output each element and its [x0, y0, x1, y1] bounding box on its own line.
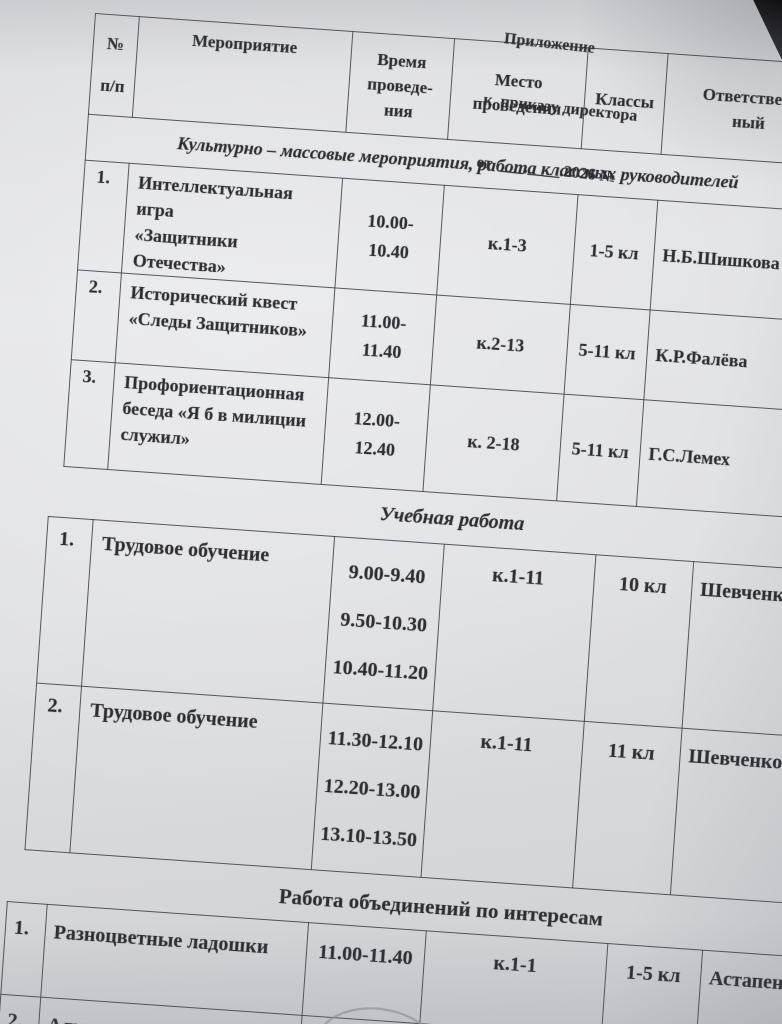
place-cell: к.2-13: [430, 295, 571, 395]
event-name: Исторический квест «Следы Защитников»: [115, 272, 335, 378]
responsible-cell: Г.С.Лемех: [636, 399, 782, 519]
event-name: Трудовое обучение: [69, 686, 323, 870]
schedule-table-study: 1. Трудовое обучение 9.00-9.40 9.50-10.3…: [24, 516, 782, 907]
time-cell: 11.00- 11.40: [328, 287, 437, 385]
classes-cell: 11 кл: [572, 721, 683, 895]
row-num: 3.: [63, 359, 116, 470]
responsible-cell: Шевченко: [670, 728, 782, 906]
place-cell: к.1-11: [421, 710, 585, 888]
event-name: Интеллектуальная игра «Защитники Отечест…: [121, 163, 343, 288]
row-num: 1.: [77, 160, 130, 273]
time-cell: 11.30-12.10 12.20-13.00 13.10-13.50: [311, 703, 433, 878]
classes-cell: 10 кл: [584, 554, 694, 729]
row-num: 2.: [71, 269, 122, 363]
annotation-line-2: к приказу директора: [482, 91, 639, 125]
responsible-cell: Астапен: [696, 950, 782, 1024]
col-header-num: № п/п: [88, 13, 140, 118]
paper-sheet: Приложение к приказу директора от ___.__…: [0, 13, 782, 1024]
col-header-time: Время проведе- ния: [345, 31, 455, 140]
annotation-line-3: от ___.____.2026 №: [475, 153, 617, 186]
responsible-cell: К.Р.Фалёва: [643, 309, 782, 412]
event-name: Трудовое обучение: [81, 519, 335, 704]
classes-cell: 1-5 кл: [601, 943, 703, 1024]
time-cell: 12.00- 12.40: [321, 377, 431, 492]
time-cell: 11.00-11.40: [302, 922, 427, 1024]
event-name: Профориентационная беседа «Я б в милиции…: [107, 362, 329, 485]
classes-cell: 5-11 кл: [556, 394, 644, 507]
order-annotation: Приложение к приказу директора от ___.__…: [471, 0, 782, 247]
place-cell: к. 2-18: [422, 384, 565, 501]
row-num: 1.: [0, 901, 48, 998]
annotation-line-1: Приложение: [503, 30, 596, 57]
place-cell: к.1-1: [419, 930, 608, 1024]
col-header-event: Мероприятие: [132, 16, 353, 133]
time-cell: 9.00-9.40 9.50-10.30 10.40-11.20: [322, 536, 445, 711]
responsible-cell: Шевченко: [682, 561, 782, 740]
classes-cell: 5-11 кл: [564, 304, 651, 400]
row-num: 2.: [0, 994, 41, 1024]
event-name: Разноцветные ладошки: [40, 904, 309, 1016]
place-cell: к.1-11: [432, 544, 596, 722]
time-cell: 10.00- 10.40: [334, 178, 445, 296]
